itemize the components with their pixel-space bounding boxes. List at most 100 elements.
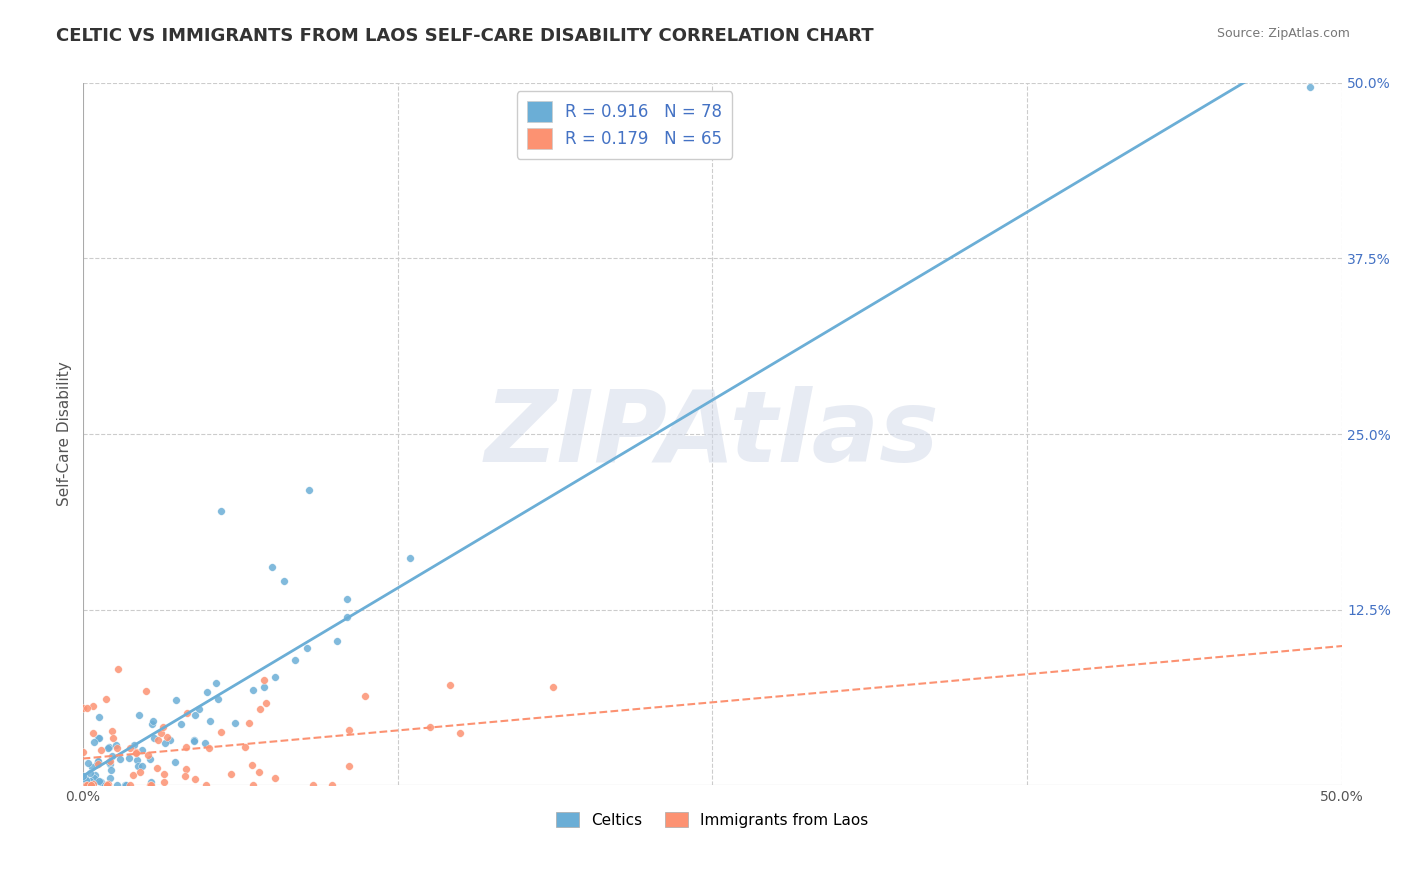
Point [284, 653, 307, 667]
Point [104, 738, 127, 752]
Point [97, 739, 120, 754]
Point [107, 662, 129, 676]
Point [146, 733, 169, 747]
Point [89, 731, 111, 745]
Point [297, 641, 319, 656]
Point [219, 767, 242, 781]
Point [75, 778, 97, 792]
Point [156, 730, 179, 744]
Point [302, 778, 325, 792]
Point [253, 680, 276, 694]
Point [183, 734, 205, 748]
Point [96, 778, 118, 792]
Point [114, 778, 136, 792]
Point [80, 778, 103, 792]
Point [146, 761, 169, 775]
Point [152, 720, 174, 734]
Point [122, 738, 145, 752]
Point [159, 733, 181, 747]
Point [136, 748, 159, 763]
Point [76, 700, 98, 714]
Point [97, 756, 120, 770]
Point [253, 673, 276, 688]
Point [75, 778, 97, 792]
Point [240, 757, 263, 772]
Point [105, 778, 128, 792]
Point [115, 778, 138, 792]
Point [247, 764, 270, 779]
Point [108, 752, 131, 766]
Point [90, 743, 112, 757]
Point [150, 726, 173, 740]
Point [87, 710, 110, 724]
Point [120, 740, 142, 755]
Point [174, 740, 197, 755]
Point [117, 751, 139, 765]
Point [83, 772, 105, 786]
Point [197, 684, 219, 698]
Point [173, 769, 195, 783]
Point [75, 770, 97, 784]
Point [174, 762, 197, 776]
Point [184, 707, 207, 722]
Point [103, 731, 125, 745]
Point [80, 778, 103, 792]
Point [209, 725, 232, 739]
Point [90, 775, 112, 789]
Point [165, 693, 187, 707]
Point [249, 702, 271, 716]
Point [131, 759, 153, 773]
Point [419, 720, 441, 734]
Point [152, 774, 174, 789]
Point [89, 774, 111, 789]
Point [98, 772, 121, 786]
Point [326, 634, 349, 648]
Point [337, 759, 360, 773]
Point [84, 774, 107, 789]
Point [87, 731, 110, 745]
Point [82, 698, 104, 713]
Point [449, 726, 471, 740]
Point [94, 778, 117, 792]
Point [72, 745, 94, 759]
Point [127, 758, 149, 772]
Point [82, 759, 104, 773]
Point [135, 684, 157, 698]
Point [353, 689, 375, 703]
Point [101, 724, 124, 739]
Point [101, 748, 124, 763]
Point [87, 756, 110, 770]
Point [205, 676, 228, 690]
Point [83, 735, 105, 749]
Point [153, 736, 176, 750]
Point [75, 773, 97, 788]
Point [86, 756, 108, 771]
Point [72, 701, 94, 715]
Point [187, 702, 209, 716]
Point [94, 691, 117, 706]
Point [165, 755, 187, 769]
Point [82, 777, 104, 791]
Point [336, 591, 359, 606]
Point [96, 778, 118, 792]
Point [87, 756, 110, 771]
Point [97, 776, 120, 790]
Point [100, 764, 122, 778]
Point [194, 736, 217, 750]
Point [87, 755, 110, 769]
Point [183, 732, 205, 747]
Point [194, 778, 217, 792]
Point [224, 715, 246, 730]
Point [242, 682, 264, 697]
Point [321, 778, 343, 792]
Point [98, 754, 121, 768]
Point [176, 706, 198, 720]
Point [399, 551, 422, 566]
Point [153, 766, 176, 780]
Point [122, 768, 145, 782]
Point [142, 714, 165, 729]
Point [1298, 80, 1320, 95]
Point [79, 766, 101, 780]
Point [79, 773, 101, 788]
Point [128, 765, 150, 780]
